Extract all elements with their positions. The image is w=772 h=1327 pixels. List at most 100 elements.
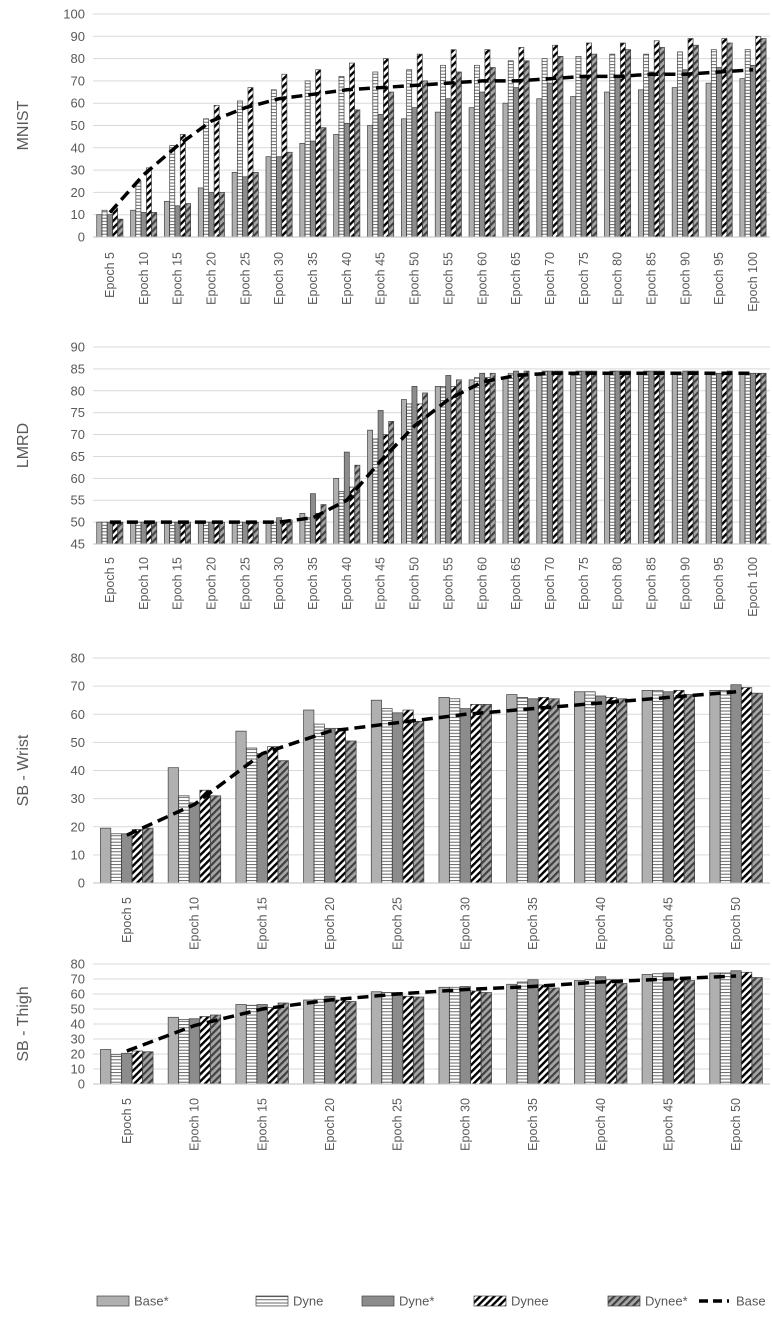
bar-dynee-star bbox=[480, 992, 492, 1085]
bar-dyne bbox=[575, 370, 582, 545]
y-tick-label: 10 bbox=[71, 847, 85, 862]
bar-dyne-star bbox=[208, 521, 215, 545]
bar-dyne-star bbox=[527, 698, 539, 884]
bar-dynee-star bbox=[151, 521, 158, 545]
bar-dynee bbox=[552, 370, 559, 545]
bar-dynee bbox=[383, 434, 389, 545]
chart-panel-3: 0 10 20 30 40 50 60 70 80 SB - Wrist Epoch 5 Epoch … bbox=[15, 651, 770, 950]
bar-dyne-star bbox=[716, 372, 723, 545]
bar-dynee bbox=[146, 167, 152, 238]
x-tick-label: Epoch 95 bbox=[712, 557, 726, 610]
y-tick-label: 60 bbox=[71, 471, 85, 486]
bar-base-star bbox=[570, 96, 577, 238]
bar-dynee bbox=[755, 372, 762, 545]
line-base bbox=[126, 974, 737, 1053]
bar-dynee bbox=[619, 42, 626, 238]
bar-dynee bbox=[484, 49, 491, 238]
y-tick-label: 80 bbox=[71, 957, 85, 972]
bar-base-star bbox=[502, 102, 509, 238]
y-tick-label: 50 bbox=[71, 735, 85, 750]
y-tick-label: 40 bbox=[71, 140, 85, 155]
y-tick-label: 10 bbox=[71, 207, 85, 222]
bar-dynee bbox=[213, 521, 220, 545]
bar-base-star bbox=[333, 134, 340, 238]
bar-dynee-star bbox=[142, 1051, 154, 1085]
bar-dyne bbox=[203, 118, 209, 238]
bar-dyne-star bbox=[377, 410, 384, 545]
bar-dynee bbox=[687, 370, 694, 545]
bar-dynee bbox=[537, 984, 550, 1085]
bar-dynee bbox=[619, 370, 626, 545]
bar-dyne-star bbox=[479, 91, 486, 238]
y-tick-label: 60 bbox=[71, 987, 85, 1002]
bar-dynee-star bbox=[548, 698, 560, 884]
bar-dynee bbox=[281, 521, 288, 545]
bar-dyne bbox=[449, 986, 461, 1085]
legend-item: Dyne bbox=[255, 1294, 323, 1309]
bar-dynee-star bbox=[625, 49, 632, 238]
x-tick-label: Epoch 80 bbox=[611, 557, 625, 610]
bar-dyne-star bbox=[324, 727, 336, 884]
bar-base-star bbox=[231, 171, 238, 238]
bar-dyne-star bbox=[411, 386, 418, 545]
x-tick-label: Epoch 100 bbox=[746, 252, 760, 312]
bar-dyne bbox=[710, 49, 717, 238]
y-tick-label: 100 bbox=[63, 7, 85, 22]
bar-base-star bbox=[671, 87, 678, 238]
x-tick-label: Epoch 55 bbox=[441, 252, 455, 305]
bar-base-star bbox=[705, 372, 712, 545]
bar-dynee-star bbox=[252, 521, 259, 545]
bar-dynee-star bbox=[616, 983, 628, 1085]
bar-dyne-star bbox=[324, 995, 336, 1085]
bar-dynee-star bbox=[523, 370, 530, 545]
bar-base-star bbox=[468, 107, 475, 238]
legend-item: Dyne* bbox=[361, 1294, 434, 1309]
bar-base-star bbox=[299, 142, 306, 238]
y-axis-label: SB - Thigh bbox=[15, 986, 32, 1061]
bar-dyne bbox=[110, 1054, 122, 1085]
bar-dynee-star bbox=[523, 60, 530, 238]
bar-base-star bbox=[438, 986, 450, 1085]
x-tick-label: Epoch 15 bbox=[255, 897, 269, 950]
y-tick-label: 85 bbox=[71, 361, 85, 376]
x-tick-label: Epoch 100 bbox=[746, 557, 760, 617]
bar-dyne-star bbox=[121, 1052, 133, 1085]
bar-base-star bbox=[506, 983, 518, 1085]
x-tick-label: Epoch 35 bbox=[526, 1098, 540, 1151]
bar-dyne-star bbox=[242, 521, 249, 545]
bar-dynee bbox=[450, 386, 457, 545]
bar-dyne-star bbox=[614, 76, 621, 238]
bar-dyne-star bbox=[106, 214, 113, 238]
bar-dyne bbox=[237, 100, 243, 238]
x-tick-label: Epoch 10 bbox=[188, 897, 202, 950]
bar-dyne bbox=[246, 1004, 258, 1085]
bar-dynee bbox=[383, 58, 389, 238]
legend-item: Base bbox=[699, 1294, 766, 1309]
y-tick-label: 20 bbox=[71, 819, 85, 834]
bar-dynee-star bbox=[210, 1014, 222, 1085]
y-tick-label: 40 bbox=[71, 1017, 85, 1032]
bar-dynee-star bbox=[185, 203, 191, 238]
bar-dyne-star bbox=[310, 140, 316, 238]
y-tick-label: 60 bbox=[71, 96, 85, 111]
bar-dynee-star bbox=[413, 720, 425, 884]
bar-dyne bbox=[507, 60, 514, 238]
bar-dyne-star bbox=[174, 521, 181, 545]
bar-base-star bbox=[370, 699, 382, 884]
bar-dyne-star bbox=[140, 521, 147, 545]
bar-dynee bbox=[146, 521, 152, 545]
bar-dynee-star bbox=[219, 521, 225, 545]
bar-dynee bbox=[552, 44, 559, 238]
bar-dynee-star bbox=[548, 987, 560, 1085]
bar-dyne bbox=[178, 795, 190, 884]
bar-dynee bbox=[402, 995, 414, 1085]
x-tick-label: Epoch 5 bbox=[120, 897, 134, 943]
bar-dyne-star bbox=[513, 370, 519, 545]
bar-base-star bbox=[506, 694, 518, 884]
bar-dyne bbox=[719, 689, 732, 884]
x-tick-label: Epoch 65 bbox=[509, 557, 523, 610]
bar-dynee bbox=[315, 513, 322, 545]
x-tick-label: Epoch 40 bbox=[594, 897, 608, 950]
bar-dynee-star bbox=[683, 980, 695, 1085]
x-tick-label: Epoch 40 bbox=[594, 1098, 608, 1151]
